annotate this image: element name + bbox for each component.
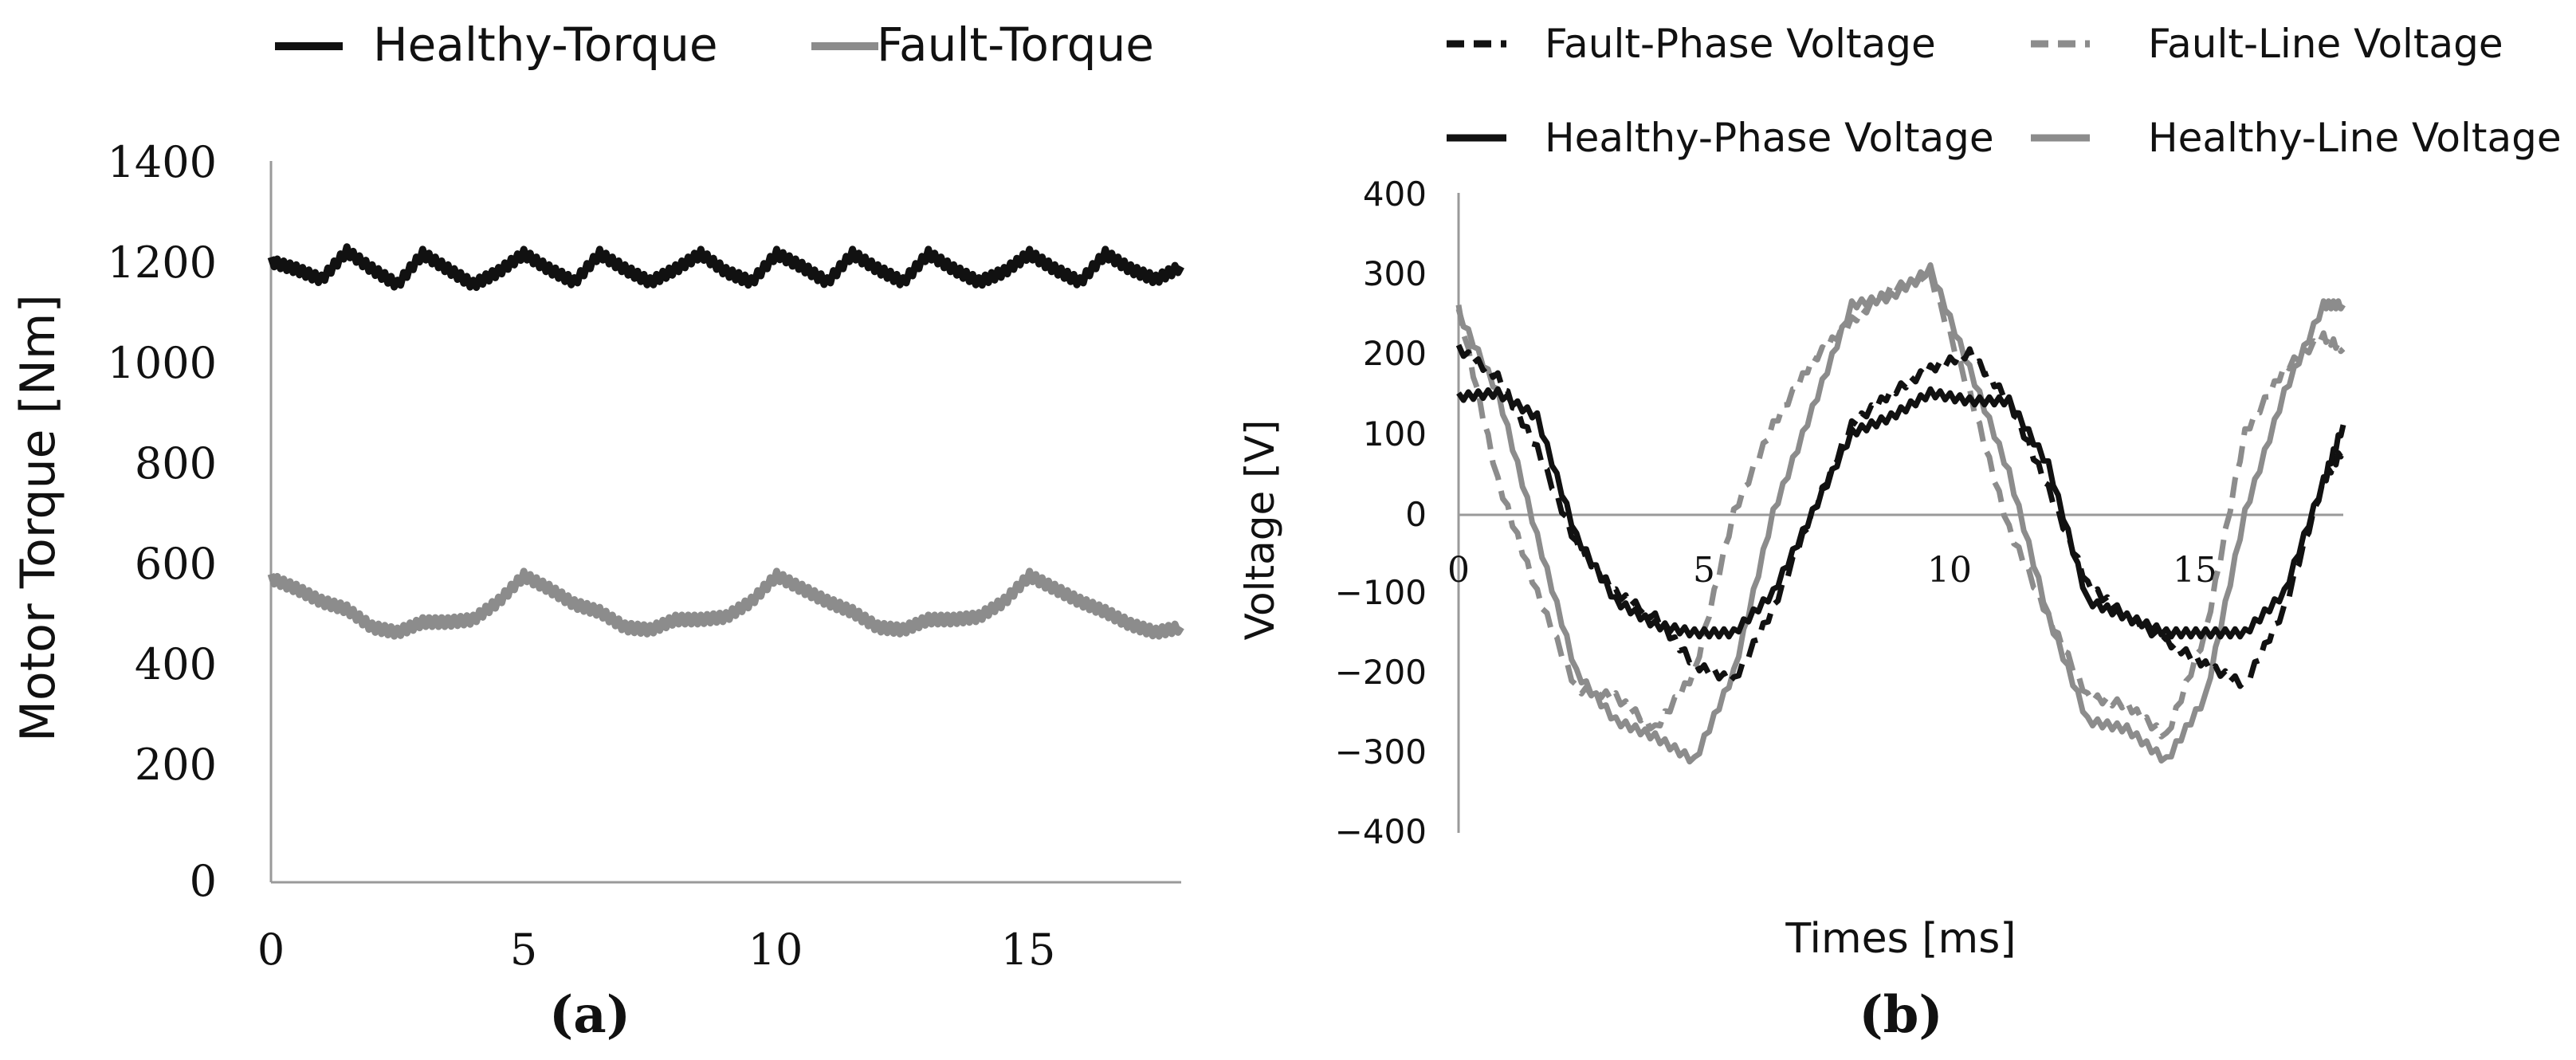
y-tick-label: 300 [1363,254,1427,293]
legend-label-fault-torque: Fault-Torque [877,18,1154,72]
x-tick-label: 5 [510,925,537,975]
legend-voltage: Fault-Phase Voltage Fault-Line Voltage H… [1447,21,2562,161]
x-tick-label: 0 [1447,550,1470,591]
x-tick-labels: 0 5 10 15 [1447,550,2217,591]
x-tick-label: 10 [1927,550,1972,591]
x-tick-label: 10 [748,925,803,975]
y-tick-label: 400 [1363,175,1427,214]
y-tick-label: 1000 [108,338,217,388]
y-tick-label: −200 [1335,653,1427,692]
series-group-voltage [1455,262,2346,765]
y-axis-title: Motor Torque [Nm] [10,294,66,741]
legend-torque: Healthy-Torque Fault-Torque [275,18,1154,72]
y-tick-label: 100 [1363,414,1427,453]
y-tick-label: 1400 [108,137,217,187]
y-tick-label: 200 [1363,334,1427,373]
panel-label-b: (b) [1859,985,1942,1045]
x-axis-title: Times [ms] [1785,915,2016,963]
series-line-fault-line-voltage [1455,270,2346,740]
y-tick-label: 600 [135,539,217,589]
y-tick-label: 0 [1405,495,1427,534]
legend-label-healthy-line-voltage: Healthy-Line Voltage [2148,115,2562,161]
series-line-healthy-torque [267,243,1184,292]
y-tick-label: −100 [1335,573,1427,612]
voltage-chart: Fault-Phase Voltage Fault-Line Voltage H… [1237,21,2562,1045]
legend-label-fault-line-voltage: Fault-Line Voltage [2148,21,2503,67]
panel-label-a: (a) [549,985,630,1045]
y-tick-label: 1200 [108,238,217,288]
series-line-healthy-line-voltage [1455,262,2346,765]
legend-label-fault-phase-voltage: Fault-Phase Voltage [1545,21,1936,67]
y-tick-label: −300 [1335,732,1427,771]
y-tick-label: −400 [1335,812,1427,851]
legend-label-healthy-phase-voltage: Healthy-Phase Voltage [1545,115,1994,161]
y-tick-labels: 1400 1200 1000 800 600 400 200 0 [108,137,217,906]
y-axis-title: Voltage [V] [1237,420,1283,641]
y-tick-labels: 400 300 200 100 0 −100 −200 −300 −400 [1335,175,1427,851]
y-tick-label: 800 [135,438,217,489]
series-line-fault-torque [267,567,1184,640]
y-tick-label: 0 [190,856,217,906]
x-tick-labels: 0 5 10 15 [257,925,1056,975]
x-tick-label: 0 [257,925,285,975]
x-tick-label: 15 [2173,550,2217,591]
series-group-torque [267,243,1184,640]
legend-label-healthy-torque: Healthy-Torque [373,18,718,72]
y-tick-label: 200 [135,740,217,790]
series-line-healthy-phase-voltage [1456,386,2346,640]
x-tick-label: 15 [1001,925,1056,975]
x-tick-label: 5 [1693,550,1715,591]
y-tick-label: 400 [135,639,217,689]
torque-chart: Healthy-Torque Fault-Torque 1400 1200 10… [10,18,1184,1045]
